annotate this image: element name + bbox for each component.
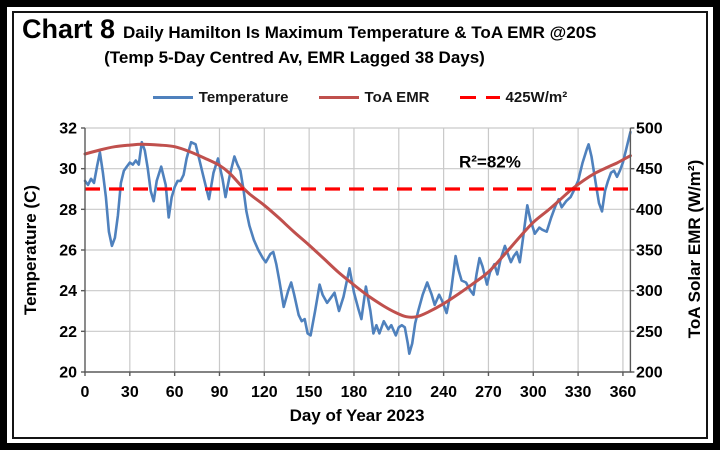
y-left-tick-label-20: 20 bbox=[59, 365, 77, 382]
chart-title: Chart 8 Daily Hamilton Is Maximum Tempera… bbox=[22, 14, 597, 68]
legend-item-toa-emr: ToA EMR bbox=[318, 89, 430, 106]
y-left-tick-label-32: 32 bbox=[59, 121, 77, 138]
y-left-tick-label-24: 24 bbox=[59, 283, 77, 300]
x-tick-label-150: 150 bbox=[296, 384, 323, 401]
y-right-tick-label-300: 300 bbox=[636, 283, 663, 300]
legend-label-temperature: Temperature bbox=[198, 89, 289, 106]
x-tick-label-180: 180 bbox=[341, 384, 368, 401]
x-tick-label-270: 270 bbox=[475, 384, 502, 401]
legend-label-425: 425W/m² bbox=[505, 89, 568, 106]
x-axis-title: Day of Year 2023 bbox=[290, 406, 425, 425]
x-tick-label-330: 330 bbox=[565, 384, 592, 401]
x-tick-label-30: 30 bbox=[121, 384, 139, 401]
chart-title-line1: Chart 8 Daily Hamilton Is Maximum Tempera… bbox=[22, 14, 597, 45]
y-right-tick-label-400: 400 bbox=[636, 202, 663, 219]
x-tick-label-240: 240 bbox=[430, 384, 457, 401]
y-axis-right-title: ToA Solar EMR (W/m²) bbox=[685, 160, 704, 338]
toa-emr-line-swatch-icon bbox=[318, 96, 359, 99]
dashed-line-swatch-icon bbox=[459, 96, 500, 99]
legend-item-temperature: Temperature bbox=[152, 89, 289, 106]
r-squared-annotation: R²=82% bbox=[459, 152, 521, 171]
chart-subtitle: (Temp 5-Day Centred Av, EMR Lagged 38 Da… bbox=[104, 48, 485, 67]
y-right-tick-label-200: 200 bbox=[636, 365, 663, 382]
y-axis-left-title: Temperature (C) bbox=[21, 185, 40, 315]
legend-label-toa-emr: ToA EMR bbox=[364, 89, 430, 106]
x-tick-label-360: 360 bbox=[610, 384, 637, 401]
toa-emr-series-line bbox=[83, 142, 632, 319]
legend: Temperature ToA EMR 425W/m² bbox=[90, 89, 630, 106]
x-tick-label-0: 0 bbox=[81, 384, 90, 401]
y-left-tick-label-22: 22 bbox=[59, 324, 77, 341]
x-tick-label-300: 300 bbox=[520, 384, 547, 401]
y-left-tick-label-30: 30 bbox=[59, 161, 77, 178]
y-left-tick-label-28: 28 bbox=[59, 202, 77, 219]
temperature-series-line bbox=[83, 130, 632, 355]
chart-title-text: Daily Hamilton Is Maximum Temperature & … bbox=[123, 23, 597, 42]
y-right-tick-label-250: 250 bbox=[636, 324, 663, 341]
chart-number-label: Chart 8 bbox=[22, 14, 116, 44]
y-right-tick-label-450: 450 bbox=[636, 161, 663, 178]
y-right-tick-label-500: 500 bbox=[636, 121, 663, 138]
x-tick-label-120: 120 bbox=[251, 384, 278, 401]
legend-item-425-line: 425W/m² bbox=[459, 89, 568, 106]
x-tick-label-210: 210 bbox=[385, 384, 412, 401]
x-tick-label-60: 60 bbox=[166, 384, 184, 401]
y-left-tick-label-26: 26 bbox=[59, 243, 77, 260]
y-right-tick-label-350: 350 bbox=[636, 243, 663, 260]
x-tick-label-90: 90 bbox=[211, 384, 229, 401]
temperature-line-swatch-icon bbox=[152, 96, 193, 99]
